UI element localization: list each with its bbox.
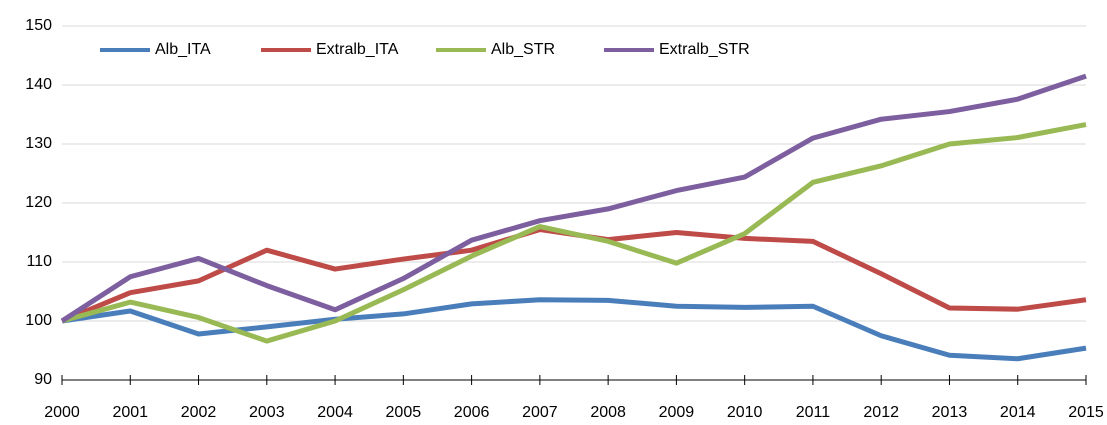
y-tick-label: 90 (34, 371, 52, 388)
x-tick-label: 2003 (249, 404, 285, 421)
legend-label: Alb_STR (491, 41, 555, 58)
x-tick-label: 2012 (863, 404, 899, 421)
y-tick-label: 110 (26, 253, 52, 270)
y-tick-label: 100 (25, 312, 52, 329)
y-tick-label: 130 (25, 135, 52, 152)
x-tick-label: 2006 (454, 404, 490, 421)
x-tick-label: 2004 (317, 404, 353, 421)
x-tick-label: 2005 (386, 404, 422, 421)
x-tick-label: 2008 (590, 404, 626, 421)
legend-label: Alb_ITA (155, 41, 211, 58)
x-tick-label: 2010 (727, 404, 763, 421)
x-tick-label: 2011 (796, 404, 831, 421)
x-tick-label: 2000 (44, 404, 80, 421)
x-tick-label: 2002 (181, 404, 217, 421)
series-line (61, 122, 1087, 344)
legend-label: Extralb_STR (659, 41, 750, 58)
x-tick-label: 2007 (522, 404, 558, 421)
series-line (61, 227, 1087, 324)
y-tick-label: 120 (25, 194, 52, 211)
series-line (60, 73, 1087, 324)
series-line (61, 297, 1087, 362)
y-tick-label: 140 (25, 76, 52, 93)
y-tick-label: 150 (25, 17, 52, 34)
legend-label: Extralb_ITA (316, 41, 399, 58)
x-tick-label: 2013 (932, 404, 968, 421)
x-tick-label: 2009 (659, 404, 695, 421)
x-tick-label: 2014 (1000, 404, 1036, 421)
x-tick-label: 2001 (112, 404, 148, 421)
x-tick-label: 2015 (1068, 404, 1104, 421)
